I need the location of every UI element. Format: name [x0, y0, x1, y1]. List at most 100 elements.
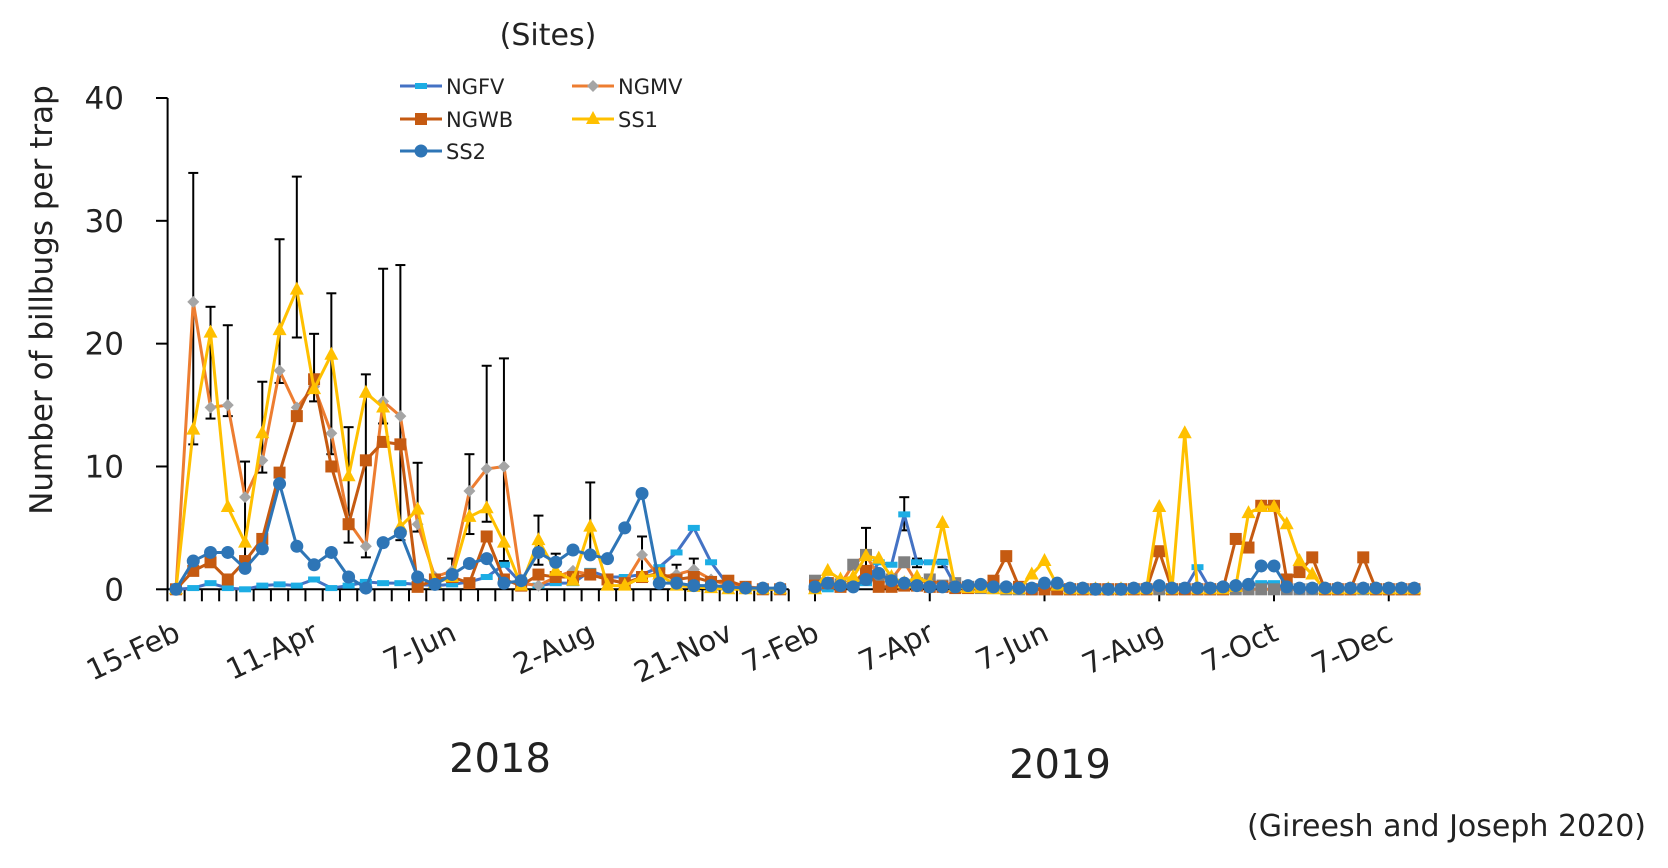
data-point-ss1 [617, 577, 632, 591]
data-point-ss2 [1395, 581, 1408, 595]
data-point-ss2 [974, 577, 988, 591]
data-point-ngwb [342, 518, 355, 531]
data-point-ngfv [290, 582, 303, 589]
data-point-ss2 [1216, 580, 1230, 594]
data-point-ss2 [462, 557, 476, 571]
data-point-ngwb [221, 573, 234, 586]
data-point-ngfv [377, 580, 390, 587]
data-point-ss2 [1152, 579, 1166, 593]
data-point-ngfv [1255, 580, 1268, 587]
period-label-2019: 2019 [1009, 742, 1111, 788]
data-point-ss1 [1037, 553, 1052, 567]
data-point-ngfv [446, 581, 459, 588]
data-point-ss2 [1101, 582, 1115, 596]
data-point-ngfv [256, 582, 269, 589]
data-point-ss2 [618, 521, 632, 535]
data-point-ss1 [203, 324, 218, 338]
data-point-ss2 [923, 580, 937, 594]
data-point-ss2 [756, 581, 770, 595]
data-point-ss1 [410, 501, 425, 515]
data-point-ngwb [1293, 566, 1306, 579]
data-point-ss2 [1407, 581, 1421, 595]
data-point-ss1 [462, 508, 477, 522]
legend-marker [415, 113, 427, 125]
data-point-ss2 [376, 536, 390, 550]
data-point-ss2 [872, 566, 886, 580]
data-point-ss1 [1241, 505, 1256, 519]
data-point-ngmv [847, 558, 860, 571]
data-point-ss2 [1242, 577, 1255, 591]
data-point-ss1 [255, 425, 270, 439]
data-point-ngfv [480, 574, 493, 581]
data-point-ss2 [1267, 559, 1281, 573]
data-point-ngfv [394, 580, 407, 587]
data-point-ss1 [859, 548, 873, 562]
data-point-ngmv [359, 540, 372, 553]
data-point-ss2 [773, 581, 787, 595]
data-point-ss2 [428, 577, 442, 591]
legend-label: SS1 [618, 108, 658, 132]
data-point-ngmv [325, 427, 338, 440]
data-point-ngfv [705, 559, 718, 566]
data-point-ngmv [1255, 583, 1268, 596]
data-point-ss1 [1292, 553, 1307, 567]
data-point-ngfv [936, 559, 949, 566]
data-point-ngmv [532, 579, 545, 592]
legend-item-ngwb: NGWB [400, 108, 513, 132]
data-point-ss2 [987, 580, 1000, 594]
data-point-ss2 [1063, 581, 1077, 595]
series-ss2 [169, 477, 787, 596]
plot-area: 0 10 20 30 40 15-Feb 11-Apr 7-Jun 2-Aug 21-Nov 7-F… [81, 81, 1422, 690]
data-point-ss2 [1012, 581, 1026, 595]
data-point-ss2 [1178, 581, 1192, 595]
data-point-ngfv [898, 511, 911, 518]
data-point-ss2 [910, 579, 924, 593]
data-point-ngwb [1229, 532, 1242, 545]
data-point-ngfv [221, 585, 234, 592]
data-point-ss2 [859, 572, 873, 586]
series-ngfv [170, 524, 787, 593]
data-point-ngmv [187, 295, 200, 308]
data-point-ngmv [204, 401, 217, 414]
legend-label: NGFV [446, 75, 505, 99]
data-point-ngfv [670, 549, 683, 556]
data-point-ngwb [204, 556, 217, 569]
data-point-ngwb [1000, 550, 1013, 563]
data-point-ss2 [1089, 582, 1102, 596]
error-bar [498, 357, 509, 563]
data-point-ss1 [358, 384, 373, 398]
y-tick-label: 20 [85, 327, 124, 363]
data-point-ss1 [531, 532, 546, 546]
legend-marker [414, 144, 428, 158]
data-point-ss2 [359, 581, 373, 595]
data-point-ss1 [910, 569, 924, 583]
data-point-ss1 [220, 499, 235, 513]
data-point-ngfv [308, 576, 321, 583]
data-point-ss2 [739, 581, 753, 595]
data-point-ss2 [1305, 581, 1319, 595]
data-point-ss2 [721, 580, 735, 594]
data-point-ss2 [238, 561, 252, 575]
data-point-ss2 [531, 545, 545, 559]
data-point-ngfv [187, 585, 200, 592]
data-point-ss2 [1318, 581, 1332, 595]
y-axis-label: Number of billbugs per trap [24, 85, 60, 515]
data-point-ngwb [359, 454, 372, 467]
data-point-ss2 [1293, 581, 1306, 595]
legend-item-ngfv: NGFV [400, 75, 505, 99]
data-point-ss2 [885, 574, 898, 588]
data-point-ss1 [565, 572, 580, 586]
x-tick-label: 7-Feb [737, 615, 824, 680]
data-point-ss2 [601, 552, 614, 566]
data-point-ngwb [1306, 551, 1319, 564]
x-tick-label: 11-Apr [221, 615, 323, 687]
data-point-ngfv [618, 574, 631, 581]
data-point-ss2 [635, 486, 649, 500]
data-point-ngwb [584, 568, 597, 581]
data-point-ss2 [221, 545, 235, 559]
data-point-ss2 [1280, 580, 1294, 594]
data-point-ss2 [687, 579, 701, 593]
data-point-ngfv [325, 585, 338, 592]
legend: NGFV NGMV NGWB SS1 SS2 [400, 75, 683, 164]
data-point-ngwb [325, 460, 338, 473]
